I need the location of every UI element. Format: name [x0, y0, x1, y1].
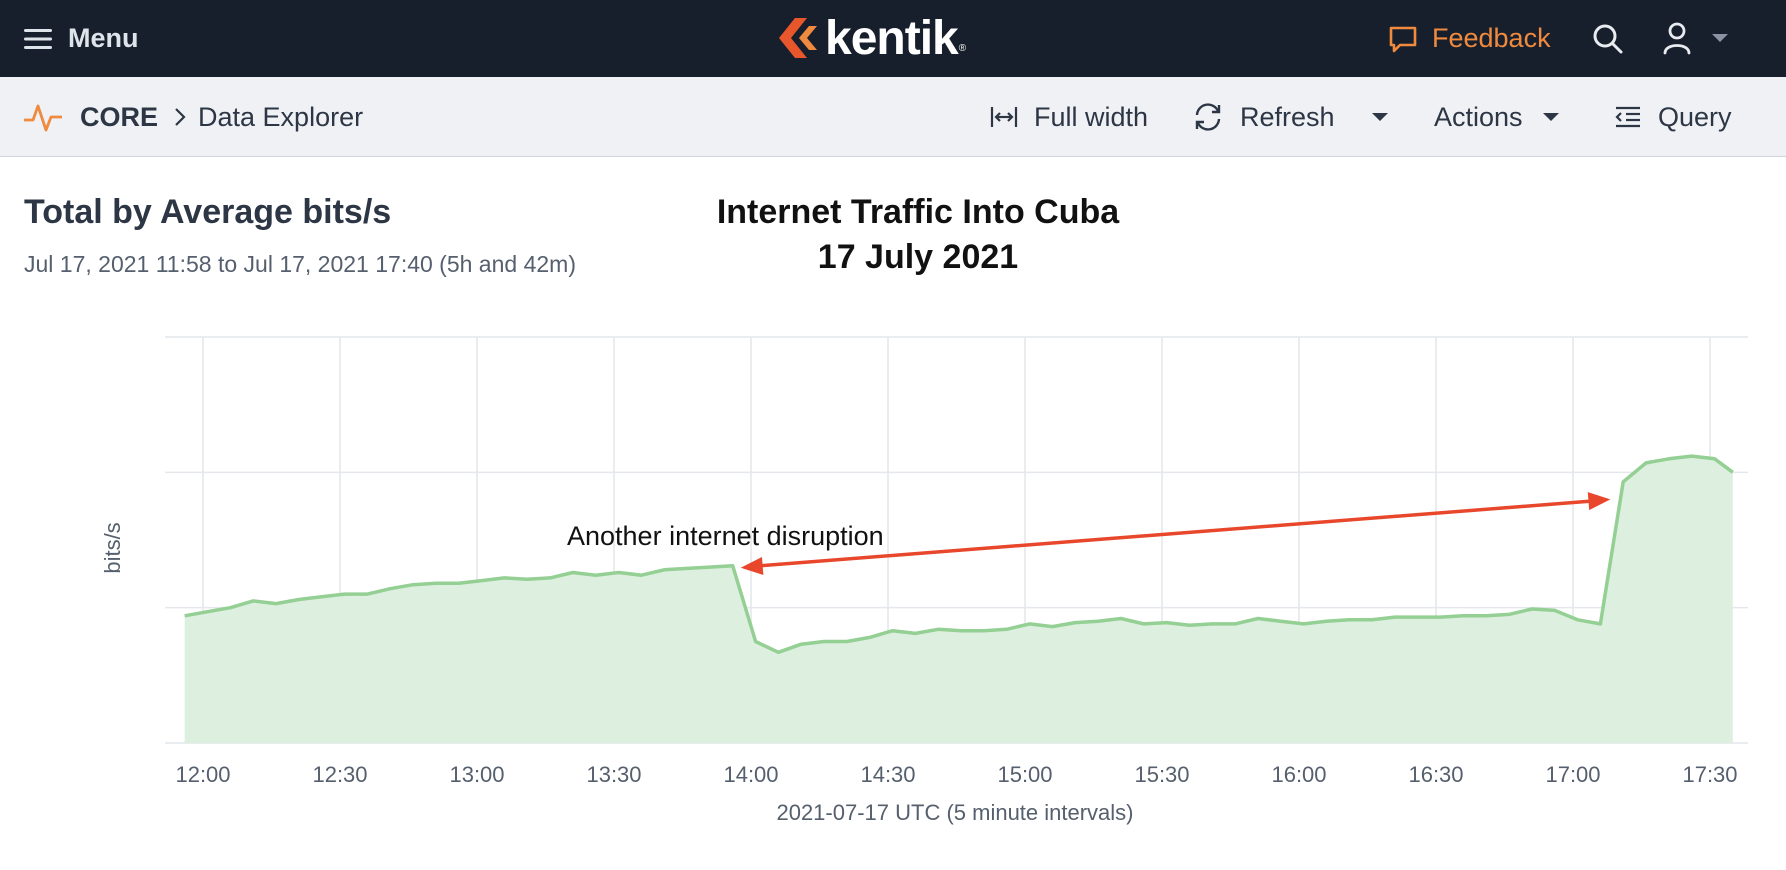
x-tick-label: 14:30 [860, 762, 915, 787]
annotation-arrowhead-left [740, 557, 764, 575]
logo-registered-mark: ® [958, 43, 967, 54]
y-axis-label: bits/s [100, 522, 125, 573]
breadcrumb: CORE Data Explorer [24, 77, 363, 157]
overlay-chart-title: Internet Traffic Into Cuba 17 July 2021 [620, 190, 1216, 280]
user-icon [1663, 22, 1691, 55]
x-tick-label: 13:30 [586, 762, 641, 787]
query-list-icon [1615, 106, 1640, 128]
overlay-title-line-2: 17 July 2021 [817, 238, 1019, 276]
x-tick-label: 15:00 [997, 762, 1052, 787]
sub-toolbar: CORE Data Explorer Full width Refresh Ac [0, 77, 1786, 157]
search-icon [1593, 24, 1623, 54]
caret-down-icon [1542, 113, 1559, 121]
top-nav-bar: Menu kentik ® Feedback [0, 0, 1786, 77]
panel-title: Total by Average bits/s [24, 193, 392, 231]
full-width-button[interactable]: Full width [990, 77, 1148, 157]
kentik-chevron-logo-icon [779, 18, 817, 58]
speech-bubble-icon [1389, 26, 1417, 52]
breadcrumb-section[interactable]: CORE [80, 101, 159, 132]
full-width-label: Full width [1034, 101, 1149, 132]
annotation-arrow-shaft [760, 498, 1601, 568]
refresh-icon [1195, 103, 1221, 131]
feedback-label: Feedback [1432, 23, 1551, 53]
x-tick-label: 12:00 [175, 762, 230, 787]
x-tick-label: 16:30 [1408, 762, 1463, 787]
pulse-activity-icon [24, 104, 62, 132]
x-tick-label: 12:30 [312, 762, 367, 787]
caret-down-icon [1712, 34, 1728, 42]
x-tick-label: 17:30 [1682, 762, 1737, 787]
x-tick-label: 14:00 [723, 762, 778, 787]
disruption-annotation: Another internet disruption [567, 521, 884, 551]
feedback-button[interactable]: Feedback [1388, 0, 1551, 77]
menu-label: Menu [68, 23, 139, 53]
actions-dropdown[interactable]: Actions [1434, 77, 1561, 157]
refresh-button[interactable]: Refresh [1192, 77, 1335, 157]
refresh-options-dropdown[interactable] [1370, 77, 1390, 157]
x-tick-label: 15:30 [1134, 762, 1189, 787]
x-tick-label: 16:00 [1271, 762, 1326, 787]
actions-label: Actions [1434, 101, 1523, 132]
full-width-icon [990, 107, 1018, 127]
traffic-series-line [184, 454, 1734, 655]
menu-button[interactable]: Menu [24, 0, 139, 77]
chevron-right-icon [175, 108, 186, 126]
hamburger-icon [24, 28, 52, 49]
query-label: Query [1658, 101, 1732, 132]
kentik-logo[interactable]: kentik ® [775, 10, 966, 66]
x-tick-label: 17:00 [1545, 762, 1600, 787]
query-button[interactable]: Query [1614, 77, 1732, 157]
traffic-area-fill [184, 456, 1733, 743]
breadcrumb-page: Data Explorer [198, 101, 364, 132]
x-tick-label: 13:00 [449, 762, 504, 787]
user-menu-button[interactable] [1662, 20, 1730, 56]
panel-time-range: Jul 17, 2021 11:58 to Jul 17, 2021 17:40… [24, 251, 576, 277]
caret-down-icon [1372, 113, 1388, 121]
search-button[interactable] [1592, 23, 1624, 55]
logo-wordmark: kentik [825, 11, 959, 65]
annotation-arrowhead-right [1587, 492, 1611, 511]
overlay-title-line-1: Internet Traffic Into Cuba [716, 193, 1120, 231]
refresh-label: Refresh [1240, 101, 1335, 132]
x-axis-label: 2021-07-17 UTC (5 minute intervals) [776, 800, 1133, 825]
